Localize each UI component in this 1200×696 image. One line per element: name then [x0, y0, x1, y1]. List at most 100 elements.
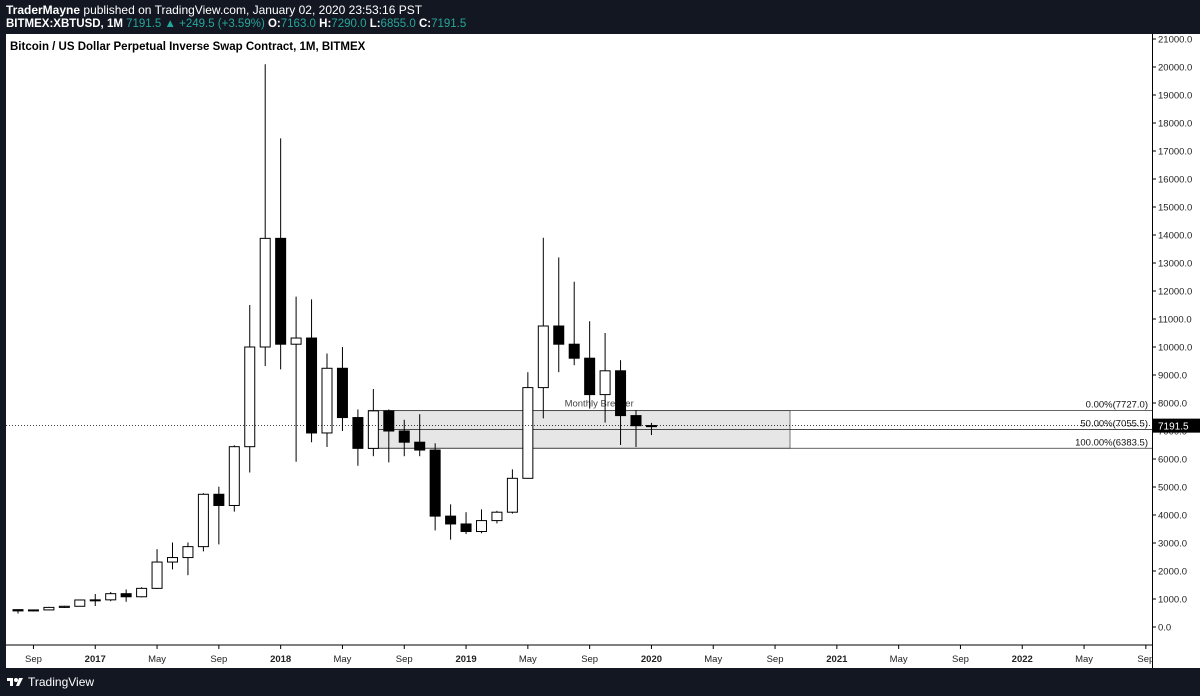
candle-body-bear — [429, 449, 441, 517]
candle[interactable] — [182, 542, 194, 576]
candle[interactable] — [367, 389, 379, 457]
candle[interactable] — [228, 445, 240, 512]
x-tick-label: Sep — [952, 654, 969, 665]
footer-brand[interactable]: TradingView — [28, 675, 95, 689]
y-tick-label: 17000.0 — [1158, 147, 1192, 158]
candle-body-bull — [43, 606, 55, 611]
candle[interactable] — [27, 609, 39, 612]
candle[interactable] — [213, 486, 225, 545]
close-label: C: — [418, 18, 432, 30]
chart-area[interactable]: Bitcoin / US Dollar Perpetual Inverse Sw… — [6, 34, 1154, 668]
candle-body-bull — [476, 520, 487, 533]
candle[interactable] — [537, 237, 549, 419]
candle[interactable] — [89, 593, 101, 606]
candle[interactable] — [506, 469, 518, 514]
candlestick-chart[interactable]: Bitcoin / US Dollar Perpetual Inverse Sw… — [6, 34, 1154, 668]
candle[interactable] — [197, 493, 209, 552]
axes[interactable]: Sep 2017 May Sep 2018 May Sep 2019 May Sep 2020 May… — [6, 425, 1154, 668]
chart-header: TraderMayne published on TradingView.com… — [0, 0, 1200, 34]
x-tick-label: Sep — [1137, 654, 1152, 665]
candle[interactable] — [244, 305, 256, 473]
candle[interactable] — [306, 299, 318, 443]
candle[interactable] — [336, 347, 348, 431]
breaker-zone[interactable]: Monthly Breaker 0.00%(7727.0) 50.00%(7055.… — [367, 399, 1152, 449]
y-tick-label: 1000.0 — [1158, 595, 1187, 606]
candle-body-bull — [105, 593, 117, 601]
candle[interactable] — [553, 257, 565, 373]
x-tick-label: Sep — [396, 654, 413, 665]
publisher-name[interactable]: TraderMayne — [6, 3, 81, 17]
candle[interactable] — [414, 414, 426, 457]
candle-body-bear — [120, 593, 132, 598]
chart-title: Bitcoin / US Dollar Perpetual Inverse Sw… — [10, 41, 366, 53]
candle-body-bull — [228, 446, 240, 506]
candle-body-bear — [630, 415, 642, 427]
candle-body-bull — [89, 599, 101, 602]
candle[interactable] — [275, 138, 287, 370]
candle[interactable] — [460, 512, 472, 535]
y-tick-label: 0.0 — [1158, 623, 1171, 634]
y-tick-label: 4000.0 — [1158, 511, 1187, 522]
candle[interactable] — [120, 589, 132, 602]
candle[interactable] — [259, 64, 271, 367]
candle[interactable] — [43, 606, 55, 611]
symbol-label[interactable]: BITMEX:XBTUSD, 1M — [6, 18, 123, 30]
y-tick-label: 10000.0 — [1158, 343, 1192, 354]
x-tick-label: Sep — [210, 654, 227, 665]
candle[interactable] — [290, 296, 302, 462]
fib-level-label: 50.00%(7055.5) — [1080, 418, 1148, 429]
candle-body-bear — [615, 370, 627, 417]
candle-body-bear — [275, 237, 287, 345]
candle-body-bull — [27, 609, 39, 612]
x-tick-label: Sep — [767, 654, 784, 665]
candle[interactable] — [383, 409, 395, 463]
tradingview-logo-icon[interactable] — [6, 674, 24, 688]
candle[interactable] — [476, 509, 487, 534]
y-tick-label: 20000.0 — [1158, 63, 1192, 74]
candle[interactable] — [136, 587, 148, 598]
change-value: +249.5 (+3.59%) — [179, 18, 265, 30]
candle[interactable] — [12, 609, 24, 614]
candle-body-bull — [367, 410, 379, 449]
candle-body-bull — [151, 561, 163, 589]
candles[interactable] — [12, 64, 657, 614]
candle[interactable] — [491, 510, 503, 524]
candle[interactable] — [321, 353, 333, 447]
candle[interactable] — [522, 372, 534, 479]
ohlc-line: BITMEX:XBTUSD, 1M 7191.5 ▲ +249.5 (+3.59… — [6, 18, 466, 30]
candle[interactable] — [599, 333, 611, 423]
x-tick-label: May — [1075, 654, 1093, 665]
candle[interactable] — [58, 605, 70, 608]
candle[interactable] — [584, 321, 596, 409]
candle[interactable] — [398, 419, 410, 457]
candle[interactable] — [568, 281, 580, 366]
publish-line: TraderMayne published on TradingView.com… — [6, 3, 422, 17]
publish-info: published on TradingView.com, January 02… — [83, 3, 423, 17]
candle-body-bull — [599, 370, 611, 396]
candle[interactable] — [74, 599, 86, 607]
time-axis-bg — [6, 645, 1152, 668]
candle[interactable] — [167, 542, 178, 570]
y-tick-label: 21000.0 — [1158, 35, 1192, 46]
candle-body-bull — [321, 367, 333, 434]
candle[interactable] — [105, 592, 117, 602]
x-tick-label: 2020 — [641, 654, 662, 665]
candle[interactable] — [429, 443, 441, 531]
y-tick-label: 3000.0 — [1158, 539, 1187, 550]
price-axis[interactable]: 21000.0 20000.0 19000.0 18000.0 17000.0 16000… — [1152, 34, 1200, 668]
candle-body-bull — [522, 387, 534, 479]
candle[interactable] — [151, 549, 163, 589]
y-tick-label: 19000.0 — [1158, 91, 1192, 102]
x-tick-label: May — [890, 654, 908, 665]
fib-level-label: 0.00%(7727.0) — [1086, 400, 1148, 411]
x-tick-label: 2021 — [826, 654, 848, 665]
y-tick-label: 8000.0 — [1158, 399, 1187, 410]
candle-body-bear — [568, 343, 580, 359]
candle[interactable] — [445, 504, 457, 540]
candle-body-bull — [182, 546, 194, 559]
candle[interactable] — [615, 360, 627, 445]
candle[interactable] — [352, 409, 364, 466]
candle-body-bear — [398, 430, 410, 443]
x-tick-label: May — [333, 654, 351, 665]
candle-body-bear — [553, 325, 565, 345]
